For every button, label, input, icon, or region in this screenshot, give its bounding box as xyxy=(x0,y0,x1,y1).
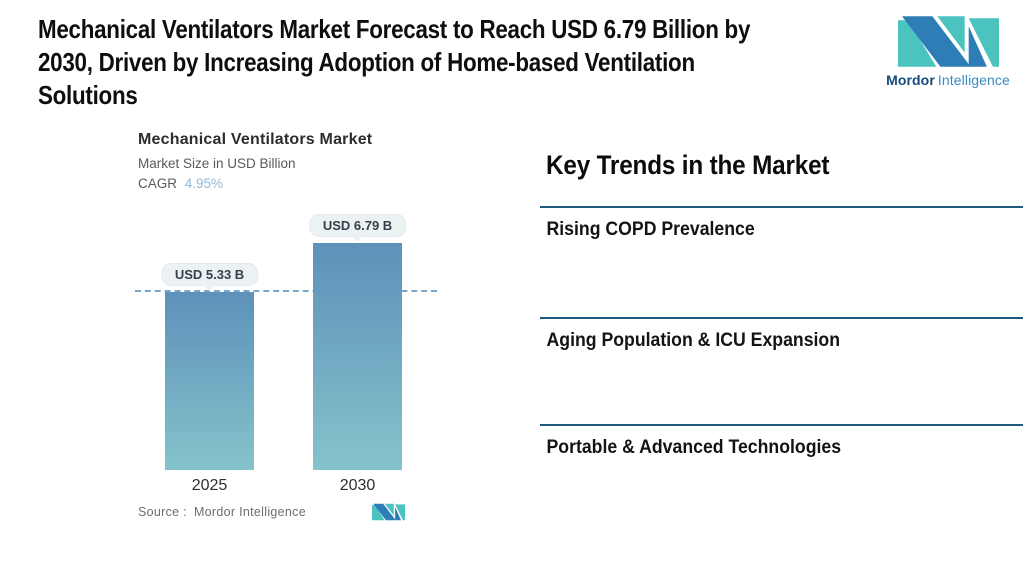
chart-subtitle: Market Size in USD Billion xyxy=(138,156,296,171)
chart-title: Mechanical Ventilators Market xyxy=(138,131,373,148)
value-label-2030: USD 6.79 B xyxy=(308,214,407,243)
value-label-2025: USD 5.33 B xyxy=(160,262,259,291)
brand-wordmark: Mordor Intelligence xyxy=(886,72,1010,88)
page-title-line: Mechanical Ventilators Market Forecast t… xyxy=(38,14,751,44)
mordor-intelligence-logo-icon xyxy=(897,16,999,67)
brand-name-secondary: Intelligence xyxy=(937,72,1010,88)
mordor-intelligence-mini-logo-icon xyxy=(372,503,405,521)
chart-cagr: CAGR 4.95% xyxy=(138,176,223,191)
page-title-line: 2030, Driven by Increasing Adoption of H… xyxy=(38,47,695,77)
page-title: Mechanical Ventilators Market Forecast t… xyxy=(38,13,898,112)
reference-line xyxy=(135,289,437,292)
cagr-label: CAGR xyxy=(138,176,178,191)
bar-2030 xyxy=(313,243,402,470)
cagr-value: 4.95% xyxy=(184,176,224,191)
source-name: Mordor Intelligence xyxy=(193,505,306,519)
x-axis-label-2025: 2025 xyxy=(191,477,228,494)
trend-item-aging-icu: Aging Population & ICU Expansion xyxy=(540,317,1023,352)
trend-label: Aging Population & ICU Expansion xyxy=(546,330,841,351)
brand-name-primary: Mordor xyxy=(886,72,935,88)
source-prefix: Source : xyxy=(138,505,187,519)
brand-logo: Mordor Intelligence xyxy=(886,16,1010,88)
trend-item-portable-tech: Portable & Advanced Technologies xyxy=(540,424,1023,459)
x-axis-label-2030: 2030 xyxy=(339,477,376,494)
bar-2025 xyxy=(165,291,254,470)
trend-label: Rising COPD Prevalence xyxy=(546,219,755,240)
trends-heading: Key Trends in the Market xyxy=(546,150,830,180)
trend-item-copd: Rising COPD Prevalence xyxy=(540,206,1023,241)
trend-label: Portable & Advanced Technologies xyxy=(546,437,842,458)
source-attribution: Source : Mordor Intelligence xyxy=(138,505,306,519)
page-title-line: Solutions xyxy=(38,80,138,110)
